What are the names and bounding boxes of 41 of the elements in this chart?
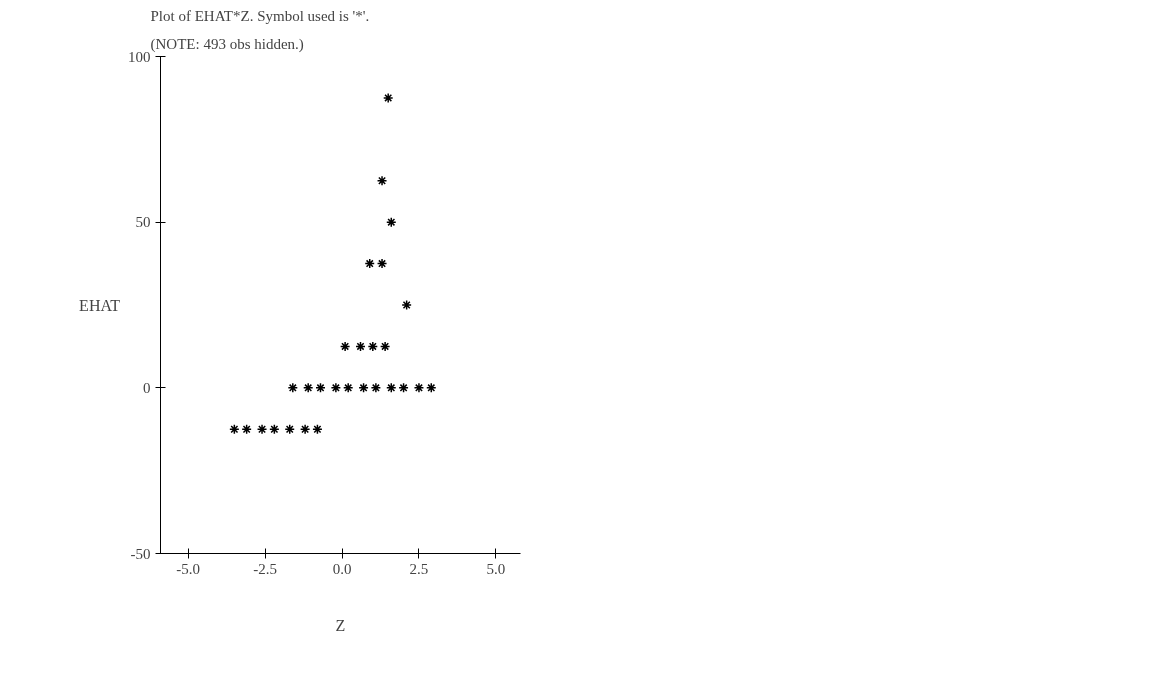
x-tick-label: 5.0 <box>486 560 506 577</box>
point <box>376 258 388 269</box>
y-tick-label: -50 <box>130 545 151 562</box>
point <box>269 424 280 435</box>
point <box>312 424 323 435</box>
x-axis-title: Z <box>335 616 346 634</box>
point <box>401 299 412 311</box>
point <box>229 424 240 435</box>
point <box>398 382 409 394</box>
y-axis-title: EHAT <box>79 296 121 314</box>
point <box>367 341 379 352</box>
point <box>426 382 437 394</box>
chart-title: Plot of EHAT*Z. Symbol used is '*'. <box>150 7 370 24</box>
point <box>284 424 295 435</box>
y-tick-label: 50 <box>135 214 151 231</box>
point <box>342 382 354 394</box>
point <box>339 341 351 352</box>
point <box>299 424 311 435</box>
point <box>386 382 397 394</box>
y-tick-label: 100 <box>128 48 151 65</box>
x-tick-label: -2.5 <box>253 560 277 577</box>
point <box>241 424 252 435</box>
point <box>358 382 369 394</box>
point <box>330 382 342 394</box>
x-tick-label: 2.5 <box>409 560 429 577</box>
x-tick-label: 0.0 <box>332 560 352 577</box>
x-tick-label: -5.0 <box>176 560 201 577</box>
point <box>382 92 394 104</box>
point <box>413 382 425 394</box>
point <box>376 175 388 186</box>
y-tick-label: 0 <box>143 379 151 396</box>
point <box>370 382 382 394</box>
point <box>379 341 391 352</box>
text: (NOTE: 493 obs hidden.) <box>150 35 304 53</box>
point <box>287 382 299 394</box>
point <box>355 341 366 352</box>
point <box>256 424 268 435</box>
point <box>386 216 397 228</box>
point <box>315 382 326 394</box>
point <box>364 258 375 269</box>
point <box>302 382 314 394</box>
